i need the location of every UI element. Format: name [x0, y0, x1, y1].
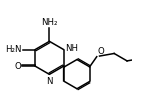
Text: H₂N: H₂N: [6, 45, 22, 54]
Text: O: O: [14, 62, 21, 71]
Text: N: N: [46, 77, 53, 86]
Text: NH: NH: [65, 44, 78, 53]
Text: O: O: [97, 47, 104, 56]
Text: NH₂: NH₂: [41, 18, 58, 27]
